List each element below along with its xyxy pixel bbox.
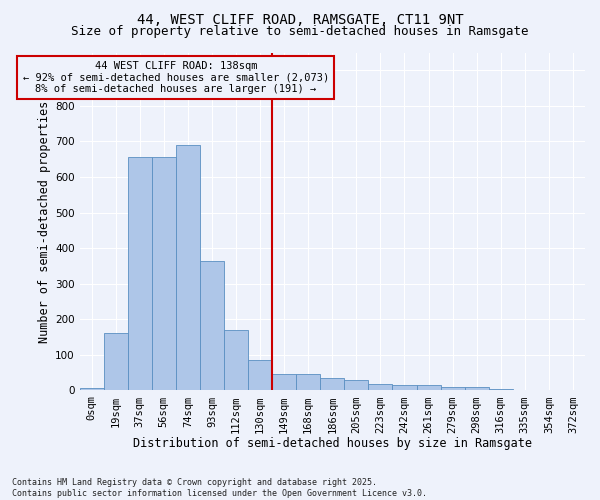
- Text: Contains HM Land Registry data © Crown copyright and database right 2025.
Contai: Contains HM Land Registry data © Crown c…: [12, 478, 427, 498]
- Text: Size of property relative to semi-detached houses in Ramsgate: Size of property relative to semi-detach…: [71, 25, 529, 38]
- Bar: [128, 156, 152, 390]
- Bar: [392, 385, 416, 390]
- Bar: [200, 260, 224, 390]
- Bar: [416, 385, 440, 390]
- Bar: [296, 374, 320, 390]
- Bar: [80, 388, 104, 390]
- X-axis label: Distribution of semi-detached houses by size in Ramsgate: Distribution of semi-detached houses by …: [133, 437, 532, 450]
- Bar: [272, 374, 296, 390]
- Bar: [489, 388, 513, 390]
- Y-axis label: Number of semi-detached properties: Number of semi-detached properties: [38, 100, 51, 342]
- Bar: [224, 330, 248, 390]
- Bar: [464, 387, 489, 390]
- Bar: [368, 384, 392, 390]
- Bar: [440, 387, 464, 390]
- Bar: [152, 158, 176, 390]
- Bar: [320, 378, 344, 390]
- Bar: [344, 380, 368, 390]
- Text: 44, WEST CLIFF ROAD, RAMSGATE, CT11 9NT: 44, WEST CLIFF ROAD, RAMSGATE, CT11 9NT: [137, 12, 463, 26]
- Bar: [104, 333, 128, 390]
- Bar: [176, 145, 200, 390]
- Bar: [248, 360, 272, 390]
- Text: 44 WEST CLIFF ROAD: 138sqm
← 92% of semi-detached houses are smaller (2,073)
8% : 44 WEST CLIFF ROAD: 138sqm ← 92% of semi…: [23, 61, 329, 94]
